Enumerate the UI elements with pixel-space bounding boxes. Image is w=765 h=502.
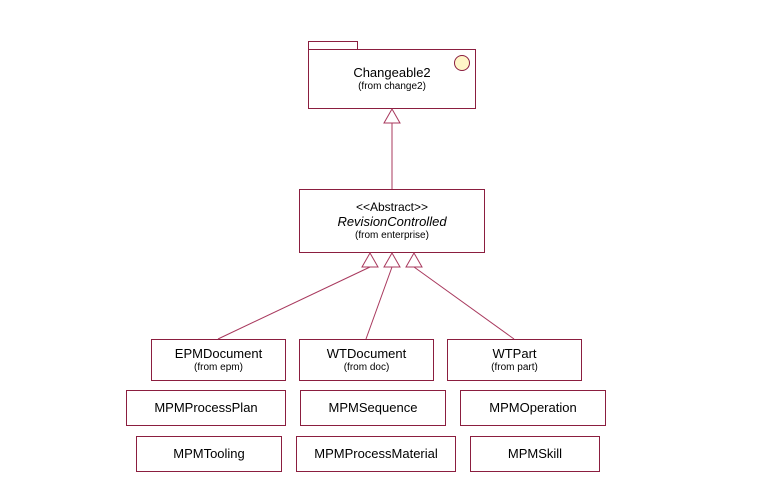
class-subtitle: (from epm): [194, 362, 243, 374]
class-box-mpmskill: MPMSkill: [470, 436, 600, 472]
abstract-stereotype: <<Abstract>>: [356, 200, 428, 214]
class-box-mpmsequence: MPMSequence: [300, 390, 446, 426]
class-title: WTDocument: [327, 346, 406, 362]
interface-realization-icon: [454, 55, 470, 71]
class-title: MPMProcessMaterial: [314, 446, 438, 462]
class-box-wtdocument: WTDocument (from doc): [299, 339, 434, 381]
class-title: EPMDocument: [175, 346, 262, 362]
interface-title: Changeable2: [353, 65, 430, 81]
class-subtitle: (from part): [491, 362, 538, 374]
class-title: MPMTooling: [173, 446, 245, 462]
abstract-subtitle: (from enterprise): [355, 230, 429, 242]
class-box-mpmprocessplan: MPMProcessPlan: [126, 390, 286, 426]
class-box-mpmtooling: MPMTooling: [136, 436, 282, 472]
class-title: MPMOperation: [489, 400, 576, 416]
class-subtitle: (from doc): [344, 362, 390, 374]
interface-subtitle: (from change2): [358, 81, 426, 93]
class-title: MPMSequence: [329, 400, 418, 416]
class-box-wtpart: WTPart (from part): [447, 339, 582, 381]
interface-tab: [308, 41, 358, 49]
class-title: MPMSkill: [508, 446, 562, 462]
class-title: MPMProcessPlan: [154, 400, 257, 416]
abstract-title: RevisionControlled: [337, 214, 446, 230]
abstract-box-revisioncontrolled: <<Abstract>> RevisionControlled (from en…: [299, 189, 485, 253]
interface-box-changeable2: Changeable2 (from change2): [308, 49, 476, 109]
class-box-epmdocument: EPMDocument (from epm): [151, 339, 286, 381]
class-box-mpmprocessmaterial: MPMProcessMaterial: [296, 436, 456, 472]
class-title: WTPart: [492, 346, 536, 362]
class-box-mpmoperation: MPMOperation: [460, 390, 606, 426]
